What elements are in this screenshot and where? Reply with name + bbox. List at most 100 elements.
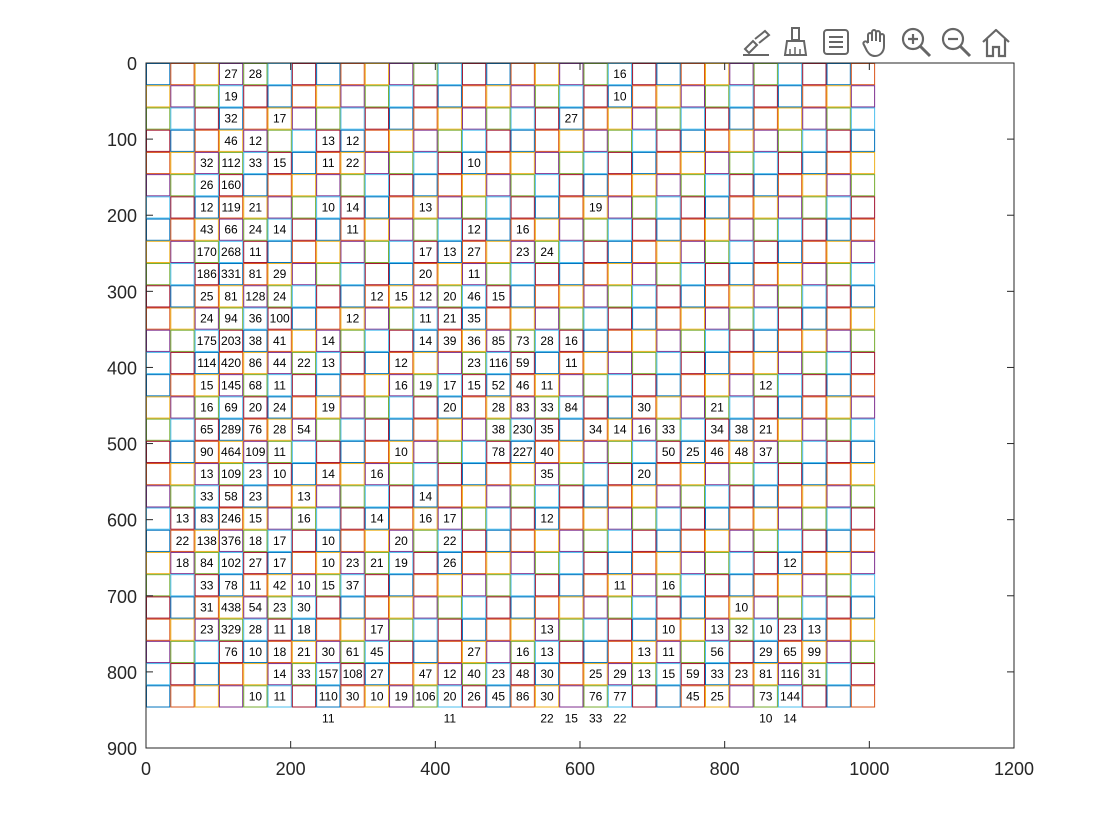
grid-cell [291, 463, 317, 486]
grid-cell [510, 263, 535, 286]
grid-cell [291, 240, 317, 264]
grid-cell [559, 329, 584, 352]
cell-value-label: 12 [467, 223, 481, 237]
grid-cell [170, 507, 195, 530]
brush-data-button[interactable] [736, 22, 776, 62]
datatip-button[interactable] [816, 22, 856, 62]
grid-cell [632, 574, 657, 597]
grid-cell [802, 440, 827, 464]
zoom-out-icon [941, 27, 972, 58]
grid-cell [170, 596, 195, 619]
grid-cell [243, 418, 268, 441]
grid-cell [316, 85, 341, 108]
cell-value-label: 13 [540, 623, 554, 637]
grid-cell [146, 596, 171, 619]
cell-value-label: 16 [516, 223, 530, 237]
grid-cell [510, 107, 535, 130]
grid-cell [510, 574, 535, 597]
grid-cell [510, 507, 535, 530]
grid-cell [583, 440, 608, 464]
zoom-out-button[interactable] [936, 22, 976, 62]
grid-cell [729, 507, 754, 530]
grid-cell [510, 640, 535, 664]
cell-value-label: 25 [200, 289, 214, 303]
home-restore-view-icon [982, 28, 1010, 58]
grid-cell [802, 85, 827, 108]
grid-cell [218, 551, 244, 575]
grid-cell [243, 440, 268, 464]
grid-cell [267, 507, 292, 530]
grid-cell [389, 129, 414, 152]
cell-value-label: 28 [492, 400, 506, 414]
grid-cell [316, 529, 341, 552]
grid-cell [243, 374, 268, 397]
grid-cell [656, 374, 681, 397]
grid-cell [656, 351, 681, 375]
cell-value-label: 20 [419, 267, 433, 281]
grid-cell [364, 663, 390, 686]
grid-cell [291, 351, 317, 375]
grid-cell [559, 196, 584, 219]
grid-cell [486, 507, 511, 530]
zoom-in-button[interactable] [896, 22, 936, 62]
grid-cell [194, 196, 219, 219]
grid-cell [850, 463, 876, 486]
grid-cell [802, 396, 827, 419]
grid-cell [291, 418, 317, 441]
grid-cell [461, 263, 487, 286]
grid-cell [583, 263, 608, 286]
cell-value-label: 102 [221, 556, 241, 570]
grid-cell [850, 351, 876, 375]
grid-cell [656, 263, 681, 286]
grid-cell [267, 240, 292, 264]
cell-value-label: 58 [224, 489, 238, 503]
grid-cell [389, 285, 414, 308]
grid-cell [437, 618, 462, 641]
grid-cell [656, 396, 681, 419]
cell-value-label: 18 [297, 623, 311, 637]
brush-button[interactable] [776, 22, 816, 62]
grid-cell [316, 507, 341, 530]
grid-cell [607, 218, 633, 241]
cell-value-label: 43 [200, 223, 214, 237]
cell-value-label: 13 [176, 512, 190, 526]
cell-value-label: 76 [589, 689, 603, 703]
grid-cell [194, 63, 219, 86]
grid-cell [729, 396, 754, 419]
grid-cell [486, 574, 511, 597]
cell-value-label: 73 [759, 689, 773, 703]
grid-cell [583, 240, 608, 264]
grid-cell [364, 440, 390, 464]
cell-value-label: 11 [541, 378, 554, 392]
cell-value-label: 83 [200, 512, 214, 526]
grid-cell [413, 85, 438, 108]
grid-cell [364, 218, 390, 241]
pan-hand-button[interactable] [856, 22, 896, 62]
grid-cell [656, 596, 681, 619]
cell-value-label: 78 [492, 445, 506, 459]
grid-cell [218, 418, 244, 441]
cell-value-label: 35 [540, 467, 554, 481]
cell-value-label: 21 [443, 312, 457, 326]
grid-cell [777, 396, 803, 419]
grid-cell [583, 529, 608, 552]
grid-cell [656, 107, 681, 130]
grid-cell [194, 129, 219, 152]
cell-value-label: 13 [419, 200, 433, 214]
grid-cell [243, 329, 268, 352]
grid-cell [632, 329, 657, 352]
grid-cell [267, 63, 292, 86]
grid-cell [437, 663, 462, 686]
grid-cell [170, 85, 195, 108]
grid-cell [194, 551, 219, 575]
cell-value-label: 19 [395, 556, 409, 570]
cell-value-label: 18 [273, 645, 287, 659]
grid-cell [340, 151, 365, 175]
home-restore-view-button[interactable] [976, 22, 1016, 62]
cell-value-label: 230 [513, 423, 533, 437]
grid-cell [559, 618, 584, 641]
grid-cell [704, 618, 730, 641]
cell-value-label: 16 [395, 378, 409, 392]
grid-cell [607, 263, 633, 286]
grid-cell [413, 285, 438, 308]
